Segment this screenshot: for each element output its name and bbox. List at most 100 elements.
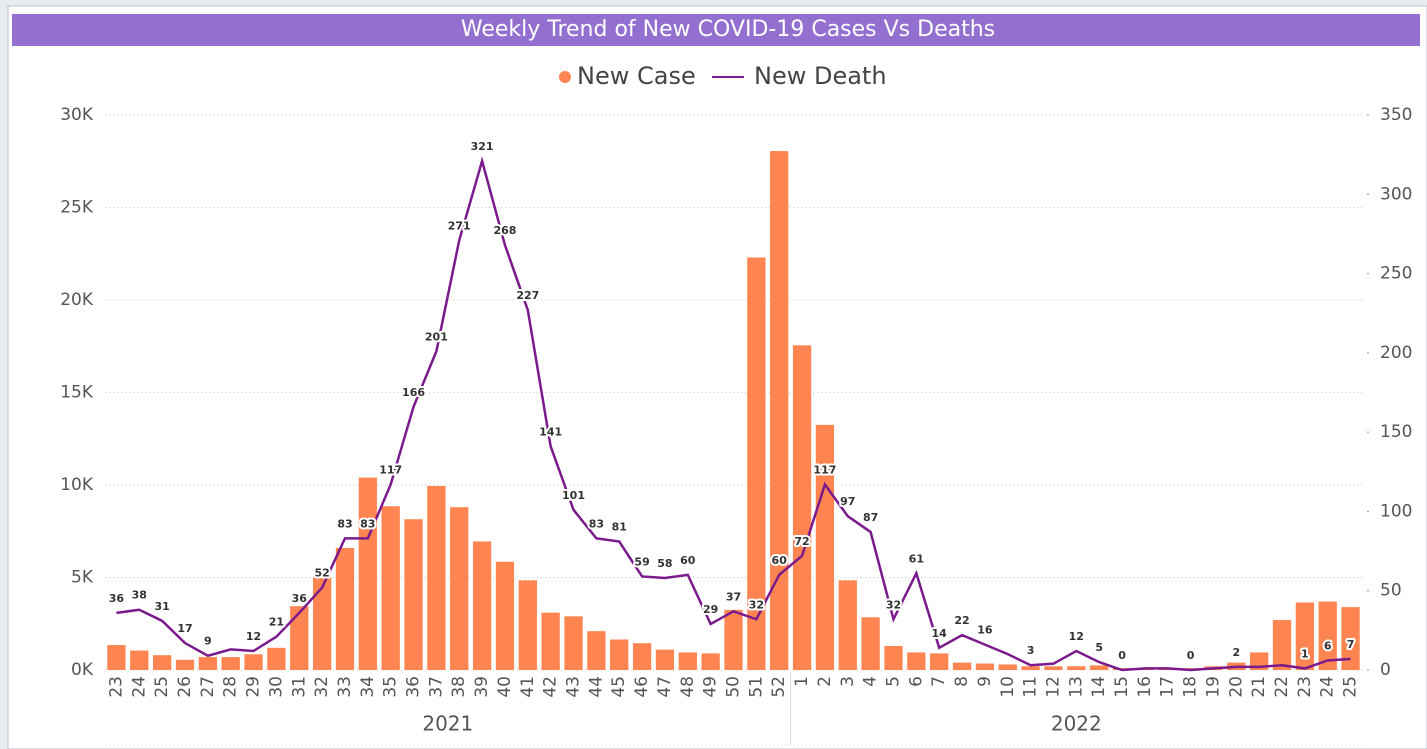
data-label: 60 (772, 554, 788, 567)
bar (998, 664, 1017, 670)
x-tick-label: 25 (152, 676, 172, 698)
bar (244, 654, 263, 670)
x-tick-label: 30 (266, 676, 286, 698)
x-tick-label: 44 (586, 676, 606, 698)
x-tick-label: 13 (1066, 676, 1086, 698)
data-label: 14 (932, 627, 948, 640)
bar (130, 650, 149, 670)
x-tick-label: 3 (838, 676, 858, 687)
bar (838, 580, 857, 670)
x-tick-label: 38 (449, 676, 469, 698)
x-group-label: 2022 (1051, 712, 1102, 736)
x-tick-label: 4 (861, 676, 881, 687)
x-tick-label: 36 (404, 676, 424, 698)
data-label: 97 (840, 495, 855, 508)
x-group-label: 2021 (422, 712, 473, 736)
x-tick-label: 22 (1272, 676, 1292, 698)
y2-tick-label: 0 (1380, 660, 1391, 680)
x-tick-label: 25 (1341, 676, 1361, 698)
x-tick-label: 32 (312, 676, 332, 698)
bar (267, 647, 286, 670)
x-tick-label: 23 (1295, 676, 1315, 698)
x-tick-label: 51 (746, 676, 766, 698)
data-label: 59 (634, 555, 649, 568)
x-tick-label: 8 (952, 676, 972, 687)
data-label: 268 (493, 224, 516, 237)
data-label: 38 (132, 589, 147, 602)
data-label: 12 (246, 630, 261, 643)
y2-tick-label: 150 (1380, 422, 1412, 442)
x-tick-label: 24 (129, 676, 149, 698)
bar (701, 653, 720, 670)
data-label: 21 (269, 616, 284, 629)
x-tick-label: 20 (1226, 676, 1246, 698)
data-label: 37 (726, 590, 741, 603)
chart-title: Weekly Trend of New COVID-19 Cases Vs De… (461, 17, 995, 42)
bar (815, 424, 835, 670)
bar (884, 645, 903, 670)
data-label: 201 (425, 330, 448, 343)
bar (1021, 666, 1040, 670)
x-tick-label: 11 (1021, 676, 1041, 698)
x-tick-label: 26 (175, 676, 195, 698)
bar (1295, 602, 1315, 670)
bar (312, 577, 332, 670)
y-tick-label: 0K (71, 660, 94, 680)
bar (518, 580, 537, 670)
x-tick-label: 2 (815, 676, 835, 687)
y2-tick-label: 300 (1380, 184, 1412, 204)
bar (152, 655, 172, 670)
x-tick-label: 24 (1318, 676, 1338, 698)
bar (175, 659, 195, 670)
bar (564, 616, 583, 670)
bar (930, 653, 949, 670)
data-label: 83 (360, 517, 375, 530)
x-tick-label: 17 (1158, 676, 1178, 698)
x-tick-label: 39 (472, 676, 492, 698)
bar (1318, 601, 1337, 670)
x-tick-label: 10 (998, 676, 1018, 698)
bar (792, 345, 812, 670)
y-tick-label: 30K (60, 105, 94, 125)
data-label: 32 (749, 598, 764, 611)
x-tick-label: 6 (906, 676, 926, 687)
data-label: 7 (1347, 638, 1355, 651)
bar (472, 541, 492, 670)
data-label: 29 (703, 603, 718, 616)
bar (450, 507, 469, 670)
data-label: 3 (1027, 644, 1035, 657)
bar (107, 645, 126, 670)
y-tick-label: 25K (60, 198, 94, 218)
x-tick-label: 34 (358, 676, 378, 698)
legend-marker (559, 71, 571, 83)
x-tick-label: 31 (289, 676, 309, 698)
data-label: 17 (177, 622, 192, 635)
data-label: 81 (612, 521, 627, 534)
legend-label: New Case (577, 62, 696, 90)
y-tick-label: 5K (71, 568, 94, 588)
bar (541, 612, 560, 670)
x-tick-label: 42 (541, 676, 561, 698)
bar (975, 663, 995, 670)
x-tick-label: 43 (564, 676, 584, 698)
y2-tick-label: 100 (1380, 501, 1412, 521)
x-tick-label: 1 (792, 676, 812, 687)
x-tick-label: 45 (609, 676, 629, 698)
bar (358, 477, 377, 670)
data-label: 72 (794, 535, 809, 548)
x-tick-label: 12 (1043, 676, 1063, 698)
bar (632, 643, 652, 670)
bar (1272, 620, 1292, 670)
y2-tick-label: 350 (1380, 105, 1412, 125)
visual-frame (7, 5, 1427, 749)
legend-label: New Death (754, 62, 887, 90)
data-label: 9 (204, 635, 212, 648)
data-label: 60 (680, 554, 696, 567)
data-label: 31 (154, 600, 169, 613)
bar (678, 652, 697, 670)
data-label: 12 (1069, 630, 1084, 643)
data-label: 271 (448, 219, 471, 232)
bar (495, 561, 515, 670)
data-label: 52 (314, 567, 329, 580)
